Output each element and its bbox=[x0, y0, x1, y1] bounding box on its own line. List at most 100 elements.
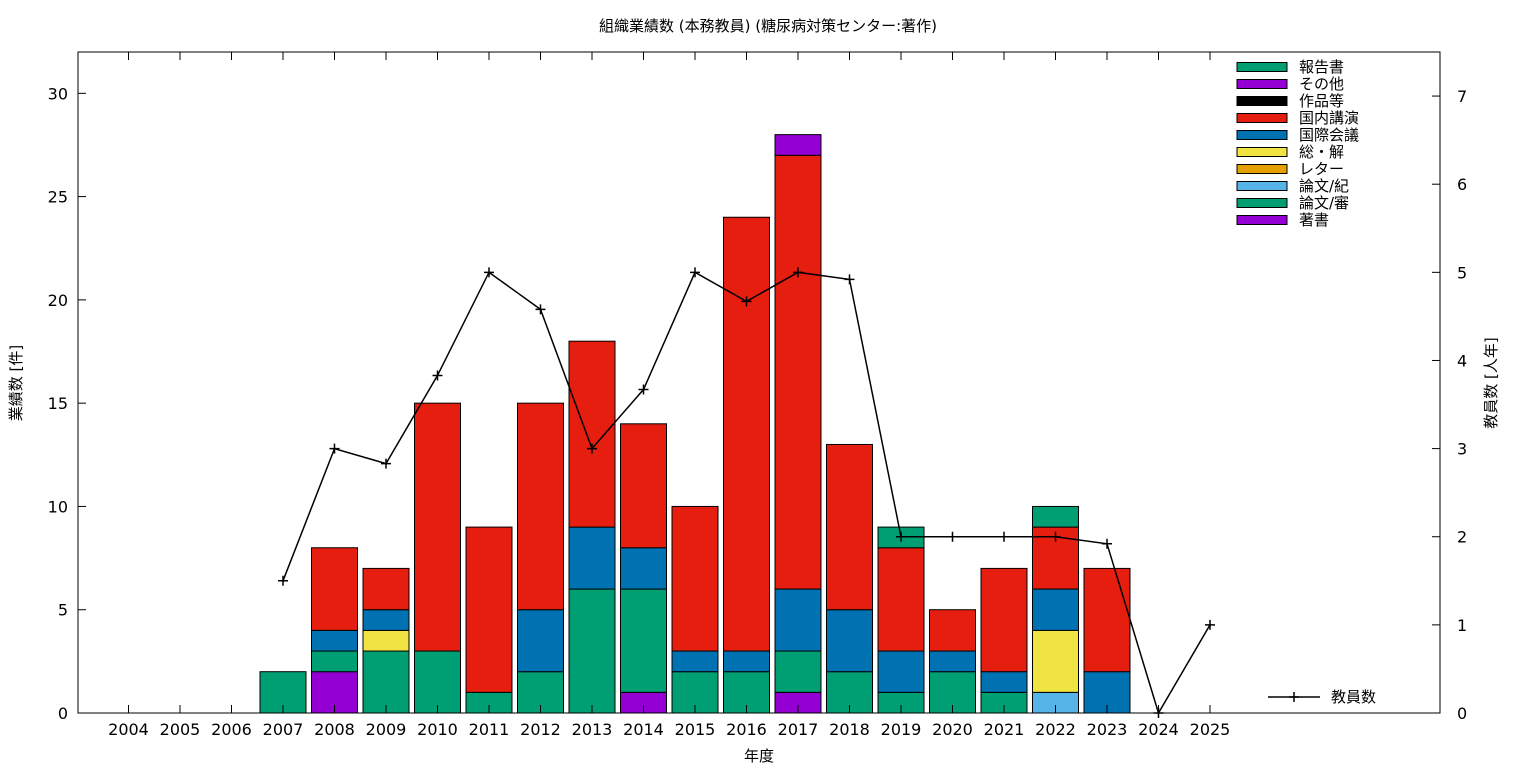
y-tick-label: 10 bbox=[48, 497, 68, 516]
bar-2011-国内講演 bbox=[465, 526, 513, 693]
bar-2017-国際会議 bbox=[774, 588, 822, 652]
bar-2017-論文/審 bbox=[774, 650, 822, 693]
x-axis-label: 年度 bbox=[744, 747, 774, 765]
line-point-marker bbox=[535, 304, 546, 315]
x-tick-label: 2014 bbox=[623, 720, 664, 739]
plot-frame bbox=[77, 51, 1441, 714]
bar-2018-国内講演 bbox=[826, 443, 873, 611]
line-point-marker bbox=[1050, 531, 1061, 542]
bar-2014-国内講演 bbox=[620, 423, 667, 549]
bar-2021-国内講演 bbox=[980, 567, 1028, 673]
line-group bbox=[278, 267, 1215, 718]
legend-label: レター bbox=[1299, 160, 1344, 178]
line-point-marker bbox=[381, 458, 391, 469]
line-point-marker bbox=[329, 443, 340, 454]
bar-2012-国内講演 bbox=[517, 402, 564, 611]
bar-2015-国際会議 bbox=[671, 650, 719, 673]
y-tick-label: 30 bbox=[48, 84, 68, 103]
bar-2022-総・解 bbox=[1032, 629, 1079, 693]
bar-2008-国内講演 bbox=[311, 547, 358, 631]
bar-2008-論文/審 bbox=[311, 650, 358, 673]
x-tick-label: 2005 bbox=[160, 720, 201, 739]
bar-2023-国内講演 bbox=[1083, 567, 1131, 673]
x-tick-label: 2013 bbox=[572, 720, 613, 739]
legend-label: その他 bbox=[1299, 75, 1344, 93]
y-tick-label: 5 bbox=[58, 601, 68, 620]
x-tick-label: 2004 bbox=[108, 720, 149, 739]
bar-2010-論文/審 bbox=[414, 650, 461, 714]
bar-2017-その他 bbox=[774, 134, 822, 156]
x-tick-label: 2016 bbox=[726, 720, 767, 739]
line-point-marker bbox=[999, 531, 1009, 542]
y-tick-label: 20 bbox=[48, 291, 68, 310]
legend-label: 論文/紀 bbox=[1299, 177, 1349, 195]
x-tick-label: 2006 bbox=[211, 720, 252, 739]
x-tick-label: 2018 bbox=[829, 720, 870, 739]
legend-line-label: 教員数 bbox=[1331, 688, 1376, 706]
x-tick-label: 2025 bbox=[1190, 720, 1231, 739]
bar-2020-国内講演 bbox=[929, 609, 976, 652]
legend-label: 作品等 bbox=[1299, 92, 1344, 110]
bar-2014-論文/審 bbox=[620, 588, 667, 693]
bar-2022-国際会議 bbox=[1032, 588, 1079, 631]
y-tick-label: 0 bbox=[58, 704, 68, 723]
line-point-marker bbox=[690, 267, 700, 278]
legend-label: 著書 bbox=[1299, 211, 1329, 229]
line-point-marker bbox=[1205, 619, 1215, 630]
bar-2012-国際会議 bbox=[517, 609, 564, 673]
legend-swatch bbox=[1236, 62, 1288, 72]
line-point-marker bbox=[947, 531, 958, 542]
bar-2009-総・解 bbox=[362, 629, 410, 652]
legend-line-marker bbox=[1289, 692, 1299, 702]
x-tick-label: 2008 bbox=[314, 720, 355, 739]
x-tick-label: 2009 bbox=[366, 720, 407, 739]
x-tick-label: 2011 bbox=[469, 720, 510, 739]
legend-swatch bbox=[1236, 164, 1288, 174]
x-tick-label: 2024 bbox=[1138, 720, 1179, 739]
bar-2022-報告書 bbox=[1032, 505, 1079, 528]
bar-2010-国内講演 bbox=[414, 402, 461, 652]
bar-2017-国内講演 bbox=[774, 154, 822, 590]
bar-2019-国内講演 bbox=[877, 547, 925, 652]
legend-swatch bbox=[1236, 130, 1288, 140]
line-point-marker bbox=[587, 443, 597, 454]
line-point-marker bbox=[638, 384, 649, 395]
line-point-marker bbox=[484, 267, 494, 278]
bar-2013-国内講演 bbox=[568, 340, 616, 528]
y2-tick-label: 0 bbox=[1457, 704, 1467, 723]
x-tick-label: 2023 bbox=[1087, 720, 1128, 739]
line-point-marker bbox=[844, 274, 855, 285]
x-tick-label: 2015 bbox=[675, 720, 716, 739]
line-point-marker bbox=[1153, 708, 1164, 718]
bar-2015-国内講演 bbox=[671, 505, 719, 652]
legend-label: 国内講演 bbox=[1299, 109, 1359, 127]
bar-2013-論文/審 bbox=[568, 588, 616, 714]
legend-swatch bbox=[1236, 198, 1288, 208]
line-point-marker bbox=[278, 575, 288, 586]
y2-tick-label: 3 bbox=[1457, 440, 1467, 459]
line-point-marker bbox=[1102, 538, 1112, 549]
x-tick-label: 2012 bbox=[520, 720, 561, 739]
line-point-marker bbox=[432, 370, 443, 381]
y2-tick-label: 4 bbox=[1457, 351, 1467, 370]
y2-tick-label: 5 bbox=[1457, 263, 1467, 282]
bar-2008-国際会議 bbox=[311, 629, 358, 652]
legend-label: 総・解 bbox=[1299, 143, 1344, 161]
x-tick-label: 2019 bbox=[881, 720, 922, 739]
bar-2009-国際会議 bbox=[362, 609, 410, 631]
y2-tick-label: 2 bbox=[1457, 528, 1467, 547]
legend-swatch bbox=[1236, 113, 1288, 123]
line-point-marker bbox=[896, 531, 906, 542]
legend-label: 国際会議 bbox=[1299, 126, 1359, 144]
bar-2009-論文/審 bbox=[362, 650, 410, 714]
x-tick-label: 2010 bbox=[417, 720, 458, 739]
legend-swatch bbox=[1236, 215, 1288, 225]
y-tick-label: 25 bbox=[48, 188, 68, 207]
y2-tick-label: 6 bbox=[1457, 175, 1467, 194]
bar-group bbox=[259, 134, 1131, 714]
y2-axis-label: 教員数 [人年] bbox=[1482, 337, 1500, 428]
bar-2021-国際会議 bbox=[980, 671, 1028, 693]
